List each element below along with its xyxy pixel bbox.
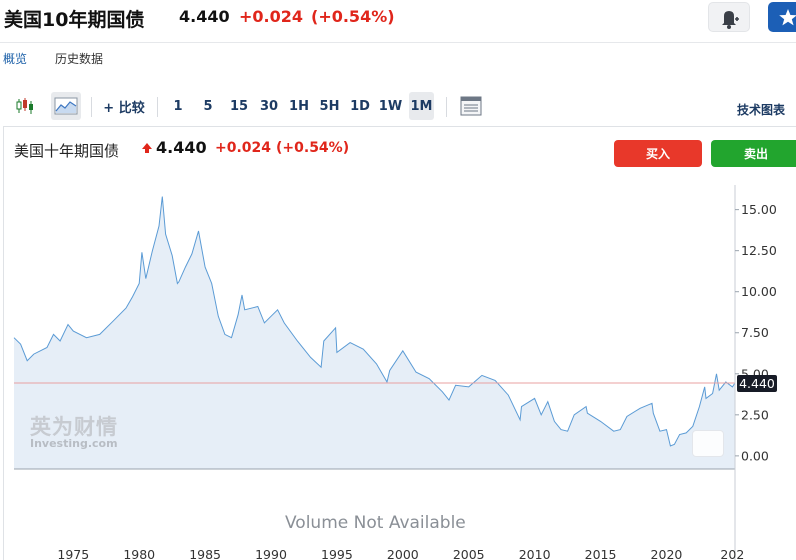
toolbar-divider <box>157 97 158 117</box>
y-tick-label: 7.50 <box>741 325 769 340</box>
x-tick-label: 2020 <box>651 547 683 560</box>
price-line <box>13 196 736 447</box>
add-alert-button[interactable] <box>708 2 750 32</box>
instrument-title: 美国10年期国债 <box>4 9 145 31</box>
watermark-logo-text: 英为财情 <box>30 415 118 439</box>
arrow-up-icon <box>142 143 152 153</box>
sell-button[interactable]: 卖出 <box>711 140 796 167</box>
tab-historical-data[interactable]: 历史数据 <box>55 52 104 66</box>
toolbar-divider <box>446 97 447 117</box>
last-price-tag: 4.440 <box>737 375 777 392</box>
chart-scroll-button[interactable] <box>692 430 724 457</box>
interval-5[interactable]: 5 <box>203 98 213 114</box>
y-tick-label: 10.00 <box>741 284 777 299</box>
add-watchlist-button[interactable] <box>768 2 796 32</box>
sub-navigation: 概览 历史数据 <box>0 42 796 70</box>
area-chart-icon <box>54 97 78 115</box>
x-tick-label: 2000 <box>387 547 419 560</box>
x-axis: 1975 1980 1985 1990 1995 2000 2005 2010 2015 2020… <box>57 547 744 560</box>
interval-1d[interactable]: 1D <box>350 98 370 114</box>
buy-button[interactable]: 买入 <box>614 140 702 167</box>
technical-chart-link[interactable]: 技术图表 <box>737 103 786 117</box>
bell-plus-icon <box>722 11 739 29</box>
area-chart-button[interactable] <box>51 92 81 120</box>
candlestick-icon <box>16 98 33 114</box>
volume-not-available-note: Volume Not Available <box>285 513 466 533</box>
x-tick-label: 1990 <box>255 547 287 560</box>
y-tick-label: 2.50 <box>741 407 769 422</box>
interval-30[interactable]: 30 <box>259 98 279 114</box>
price-change-percent: (+0.54%) <box>311 7 395 26</box>
star-icon <box>779 9 796 26</box>
legend-price: 4.440 <box>156 138 207 157</box>
price-change: +0.024 <box>239 7 304 26</box>
interval-15[interactable]: 15 <box>229 98 249 114</box>
candlestick-button[interactable] <box>12 92 38 120</box>
x-tick-label: 1980 <box>123 547 155 560</box>
last-price: 4.440 <box>179 7 230 26</box>
interval-5h[interactable]: 5H <box>319 98 340 114</box>
x-tick-label: 1985 <box>189 547 221 560</box>
interval-1h[interactable]: 1H <box>289 98 309 114</box>
layout-button[interactable] <box>458 92 484 120</box>
layout-icon <box>460 96 482 116</box>
compare-button[interactable]: + 比较 <box>103 100 145 116</box>
chart-toolbar: + 比较 1 5 15 30 1H 5H 1D 1W 1M 技术图表 <box>0 92 796 126</box>
quote-header: 美国10年期国债 4.440 +0.024 (+0.54%) <box>0 0 796 36</box>
watermark-logo-subtext: Investing.com <box>30 437 118 450</box>
x-tick-label: 202 <box>720 547 744 560</box>
x-tick-label: 1975 <box>57 547 89 560</box>
x-tick-label: 2005 <box>453 547 485 560</box>
y-tick-label: 0.00 <box>741 448 769 463</box>
x-tick-label: 1995 <box>321 547 353 560</box>
interval-1m[interactable]: 1M <box>409 92 434 120</box>
legend-instrument-name: 美国十年期国债 <box>14 142 120 160</box>
y-tick-label: 15.00 <box>741 202 777 217</box>
legend-change: +0.024 <box>215 140 272 156</box>
x-tick-label: 2015 <box>585 547 617 560</box>
x-tick-label: 2010 <box>519 547 551 560</box>
interval-1[interactable]: 1 <box>173 98 183 114</box>
y-tick-label: 12.50 <box>741 243 777 258</box>
legend-change-percent: (+0.54%) <box>276 140 350 156</box>
toolbar-divider <box>91 97 92 117</box>
interval-1w[interactable]: 1W <box>378 98 403 114</box>
chart-panel <box>3 126 796 560</box>
price-area-fill <box>14 196 735 469</box>
tab-overview[interactable]: 概览 <box>3 52 28 66</box>
